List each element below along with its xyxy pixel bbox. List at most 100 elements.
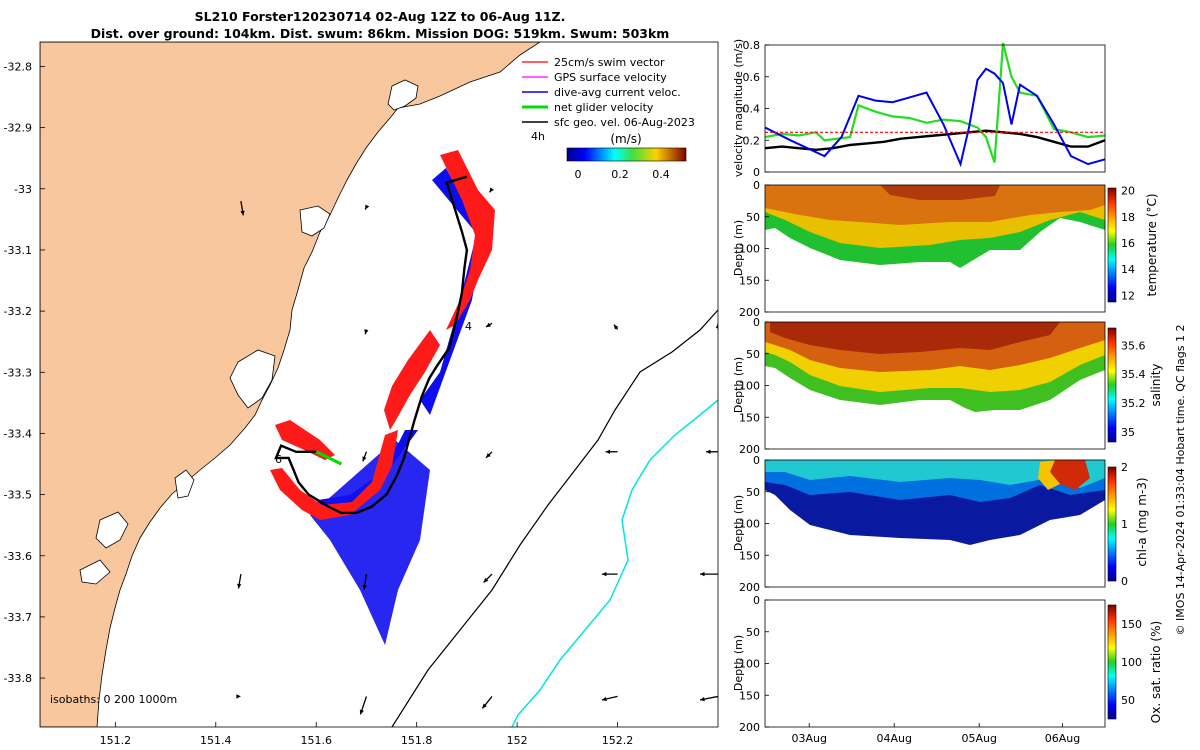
salinity-colorbar-tick: 35.6 [1121, 339, 1146, 352]
sfc-geo-arrowhead [715, 323, 718, 328]
salinity-colorbar-label: salinity [1149, 363, 1163, 406]
net-glider-velocity [315, 450, 342, 466]
chla-bloom-edge [1038, 460, 1060, 490]
velocity-y-tick-label: 0.4 [743, 103, 761, 116]
salinity-y-tick-label: 50 [746, 348, 760, 361]
temperature-y-tick-label: 200 [739, 306, 760, 319]
temperature-field-hot [880, 185, 1000, 200]
map-x-tick-label: 152.2 [602, 734, 634, 747]
oxygen-x-ticks: 03Aug 04Aug 05Aug 06Aug [791, 723, 1080, 745]
legend-sfc-label: sfc geo. vel. 06-Aug-2023 [554, 116, 695, 129]
chla-colorbar-tick: 2 [1121, 461, 1128, 474]
swim-vectors-north [440, 150, 495, 330]
current-fan [310, 440, 430, 645]
velocity-y-tick-label: 0.6 [743, 71, 761, 84]
hawkesbury-estuary [95, 511, 129, 549]
map-y-tick-label: -32.9 [4, 122, 32, 135]
swim-vectors-south [270, 430, 398, 520]
map-colorbar-tick-2: 0.4 [652, 168, 670, 181]
chla-y-tick-label: 100 [739, 518, 760, 531]
salinity-y-tick-label: 150 [739, 411, 760, 424]
lake-myall [299, 205, 331, 237]
lake-north [387, 79, 419, 111]
velocity-y-tick-label: 0 [753, 166, 760, 179]
map-y-tick-label: -33.6 [4, 550, 32, 563]
date-tick-label: 06Aug [1045, 732, 1080, 745]
map-y-ticks: -32.8 -32.9 -33 -33.1 -33.2 -33.3 -33.4 -33.5 -3… [4, 60, 45, 685]
chla-y-tick-label: 50 [746, 486, 760, 499]
velocity-y-tick-label: 0.2 [743, 134, 761, 147]
map-y-tick-label: -33.7 [4, 611, 32, 624]
salinity-panel: 0 50 100 150 200 Depth (m) 35 35.2 35.4 35.6 sa… [732, 316, 1163, 456]
isobaths-label: isobaths: 0 200 1000m [50, 693, 177, 706]
temperature-colorbar-ticks: 12 14 16 18 20 [1121, 185, 1135, 303]
map-y-tick-label: -33 [14, 183, 32, 196]
chla-colorbar [1107, 466, 1117, 582]
salinity-field-max [770, 322, 1060, 354]
salinity-y-ticks: 0 50 100 150 200 [739, 316, 769, 456]
map-x-tick-label: 151.6 [300, 734, 332, 747]
map-x-tick-label: 151.4 [200, 734, 232, 747]
temperature-colorbar-tick: 14 [1121, 263, 1135, 276]
legend-current-label: dive-avg current veloc. [554, 86, 681, 99]
sfc-geo-arrowhead [700, 697, 705, 702]
dive-avg-current-line [764, 67, 1106, 168]
chla-y-tick-label: 150 [739, 549, 760, 562]
title-line-1: SL210 Forster120230714 02-Aug 12Z to 06-… [195, 9, 566, 24]
map-y-tick-label: -32.8 [4, 60, 32, 73]
chla-colorbar-tick: 0 [1121, 575, 1128, 588]
salinity-colorbar-tick: 35.2 [1121, 397, 1146, 410]
map-x-ticks: 151.2 151.4 151.6 151.8 152 152.2 [100, 722, 634, 747]
map-y-tick-label: -33.5 [4, 489, 32, 502]
salinity-colorbar [1107, 327, 1117, 443]
map-colorbar-tick-0: 0 [575, 168, 582, 181]
temperature-ylabel: Depth (m) [732, 220, 745, 276]
oxygen-colorbar-tick: 50 [1121, 694, 1135, 707]
map-y-tick-label: -33.1 [4, 244, 32, 257]
sfc-geo-arrowhead [706, 449, 711, 454]
sfc-geo-arrowhead [364, 329, 369, 335]
glider-track [274, 175, 469, 515]
sfc-geo-arrowhead [613, 324, 619, 330]
oxygen-colorbar-tick: 150 [1121, 618, 1142, 631]
velocity-panel: 0 0.2 0.4 0.6 0.8 velocity magnitude (m/s) [732, 39, 1106, 179]
map-y-tick-label: -33.3 [4, 366, 32, 379]
chla-ylabel: Depth (m) [732, 495, 745, 551]
sfc-geo-arrowhead [237, 583, 242, 589]
map-x-tick-label: 151.2 [100, 734, 132, 747]
legend-net-label: net glider velocity [554, 101, 654, 114]
temperature-y-tick-label: 0 [753, 179, 760, 192]
time-marker-label: 4h [531, 130, 545, 143]
chla-bloom [1050, 460, 1090, 490]
sfc-geo-arrowhead [236, 694, 241, 699]
map-y-tick-label: -33.8 [4, 672, 32, 685]
chla-field-upper [765, 460, 1105, 488]
land-mass [40, 42, 541, 727]
sfc-geo-arrowhead [482, 703, 487, 709]
sfc-geo-arrowhead [601, 571, 607, 577]
lake-tuggerah [174, 469, 195, 499]
salinity-colorbar-tick: 35.4 [1121, 368, 1146, 381]
salinity-y-tick-label: 200 [739, 443, 760, 456]
glider-track-group [274, 175, 469, 515]
map-legend: 25cm/s swim vector GPS surface velocity … [522, 56, 695, 181]
chla-colorbar-ticks: 0 1 2 [1121, 461, 1128, 588]
salinity-ylabel: Depth (m) [732, 357, 745, 413]
temperature-colorbar-tick: 16 [1121, 237, 1135, 250]
chla-colorbar-tick: 1 [1121, 518, 1128, 531]
sfc-geo-arrowhead [605, 449, 611, 454]
sfc-geo-arrowhead [486, 453, 491, 458]
oxygen-panel: 0 50 100 150 200 03Aug 04Aug 05Aug 06Aug Depth … [732, 594, 1163, 745]
map-panel: 4 6 -32.8 -32.9 -33 -33.1 -33.2 -33.3 -33.4 -33… [4, 41, 719, 747]
temperature-y-ticks: 0 50 100 150 200 [739, 179, 769, 319]
sfc-geo-velocity-line [764, 129, 1106, 152]
oxygen-ylabel: Depth (m) [732, 635, 745, 691]
date-tick-label: 05Aug [961, 732, 996, 745]
chla-colorbar-label: chl-a (mg m-3) [1135, 477, 1149, 566]
swim-vectors-mid [384, 330, 440, 430]
map-frame [39, 41, 719, 728]
map-colorbar [566, 147, 687, 162]
chla-y-tick-label: 200 [739, 581, 760, 594]
oxygen-colorbar-label: Ox. sat. ratio (%) [1149, 621, 1163, 723]
